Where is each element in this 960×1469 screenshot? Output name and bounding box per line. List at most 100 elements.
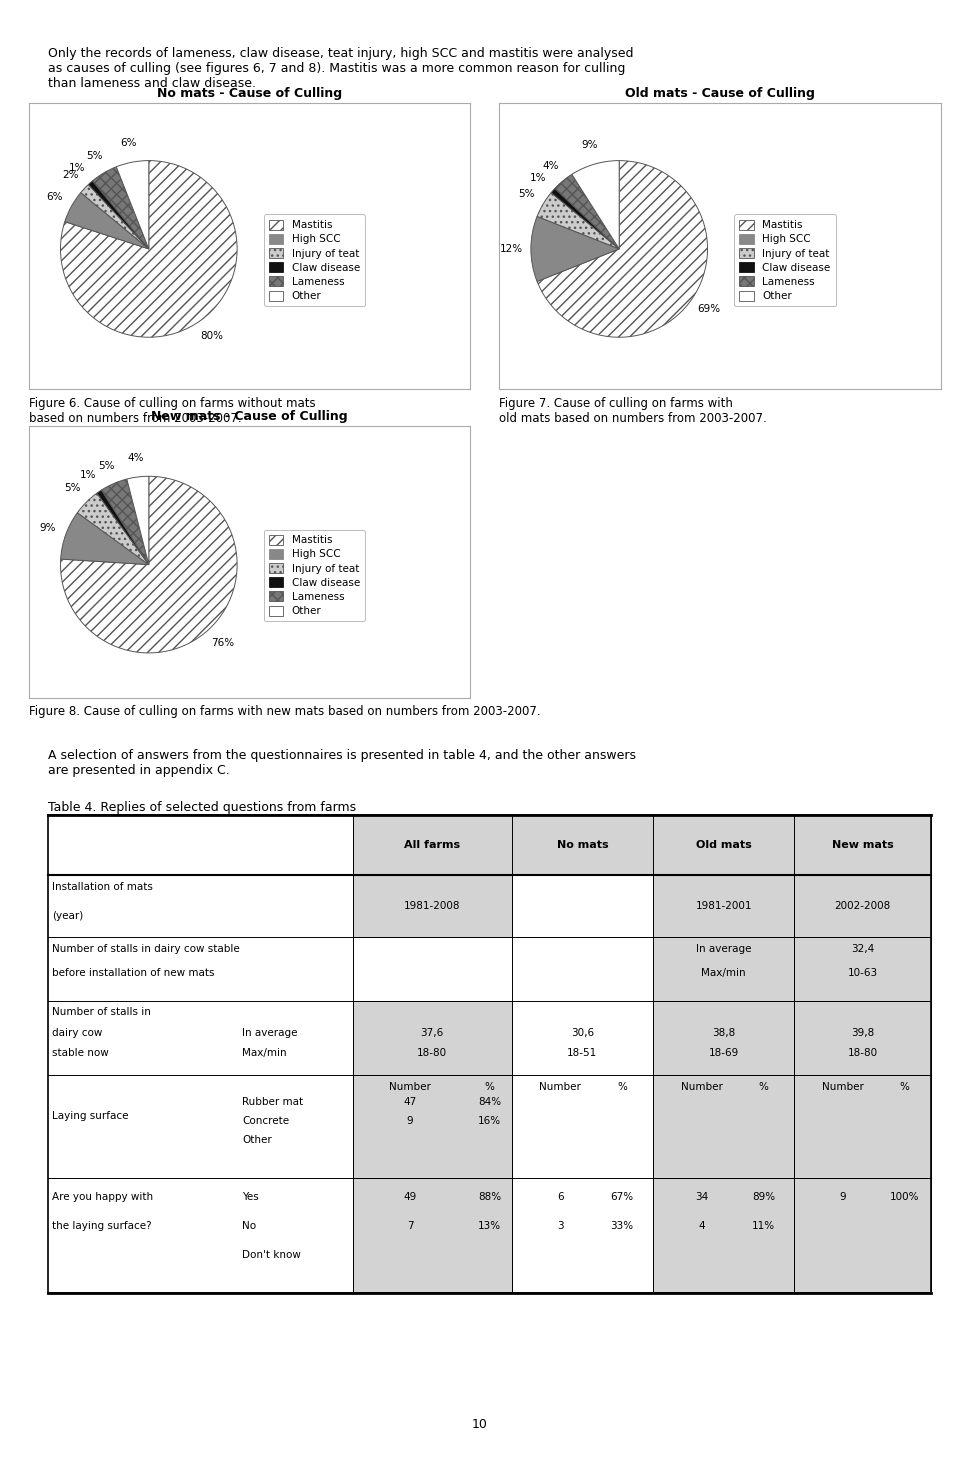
- Text: Max/min: Max/min: [242, 1047, 287, 1058]
- Text: Number: Number: [822, 1083, 864, 1093]
- Wedge shape: [60, 476, 237, 652]
- Text: 34: 34: [695, 1193, 708, 1202]
- Text: 3: 3: [557, 1221, 564, 1231]
- Bar: [794, 1002, 931, 1075]
- Text: Other: Other: [242, 1136, 272, 1144]
- Bar: [794, 876, 931, 937]
- Text: 9: 9: [840, 1193, 846, 1202]
- Text: 4%: 4%: [542, 162, 559, 170]
- Wedge shape: [60, 513, 149, 564]
- Text: before installation of new mats: before installation of new mats: [53, 968, 215, 978]
- Wedge shape: [92, 167, 149, 248]
- Text: 69%: 69%: [697, 304, 720, 314]
- Text: 11%: 11%: [752, 1221, 775, 1231]
- Text: 2%: 2%: [62, 170, 79, 181]
- Text: 10-63: 10-63: [848, 968, 877, 978]
- Text: 12%: 12%: [500, 244, 523, 254]
- Text: 6%: 6%: [120, 138, 137, 148]
- Bar: [653, 1178, 794, 1293]
- Text: 18-80: 18-80: [848, 1047, 877, 1058]
- Text: 1%: 1%: [69, 163, 85, 173]
- Wedge shape: [555, 175, 619, 248]
- Title: New mats - Cause of Culling: New mats - Cause of Culling: [152, 410, 348, 423]
- Text: 5%: 5%: [98, 461, 114, 470]
- Text: 6: 6: [557, 1193, 564, 1202]
- Text: %: %: [485, 1083, 494, 1093]
- Wedge shape: [97, 491, 149, 564]
- Text: 1%: 1%: [80, 470, 97, 480]
- Text: 6%: 6%: [46, 192, 62, 203]
- Text: 7: 7: [407, 1221, 414, 1231]
- Text: 84%: 84%: [478, 1097, 501, 1106]
- Text: 5%: 5%: [518, 190, 535, 200]
- Text: 37,6: 37,6: [420, 1027, 444, 1037]
- Text: Don't know: Don't know: [242, 1250, 301, 1259]
- Text: Number: Number: [389, 1083, 431, 1093]
- Text: 5%: 5%: [64, 483, 81, 494]
- Text: 9: 9: [407, 1116, 414, 1125]
- Text: Number: Number: [540, 1083, 581, 1093]
- Text: No mats: No mats: [557, 840, 608, 851]
- Wedge shape: [60, 160, 237, 338]
- Text: %: %: [617, 1083, 627, 1093]
- Text: New mats: New mats: [832, 840, 894, 851]
- Text: 1981-2008: 1981-2008: [404, 900, 461, 911]
- Text: Table 4. Replies of selected questions from farms: Table 4. Replies of selected questions f…: [48, 801, 356, 814]
- Text: Number of stalls in dairy cow stable: Number of stalls in dairy cow stable: [53, 945, 240, 953]
- Text: Rubber mat: Rubber mat: [242, 1097, 303, 1106]
- Text: 39,8: 39,8: [852, 1027, 875, 1037]
- Wedge shape: [531, 216, 619, 282]
- Bar: [653, 1002, 794, 1075]
- Wedge shape: [551, 188, 619, 248]
- Text: 4: 4: [698, 1221, 705, 1231]
- Text: (year): (year): [53, 911, 84, 921]
- Text: 89%: 89%: [752, 1193, 775, 1202]
- Wedge shape: [88, 181, 149, 248]
- Legend: Mastitis, High SCC, Injury of teat, Claw disease, Lameness, Other: Mastitis, High SCC, Injury of teat, Claw…: [734, 214, 835, 307]
- Wedge shape: [65, 192, 149, 248]
- Bar: [794, 1075, 931, 1178]
- Text: 67%: 67%: [611, 1193, 634, 1202]
- Bar: [653, 876, 794, 937]
- Text: 33%: 33%: [611, 1221, 634, 1231]
- Text: Yes: Yes: [242, 1193, 259, 1202]
- Text: 9%: 9%: [581, 141, 597, 150]
- Wedge shape: [537, 160, 708, 338]
- Text: 16%: 16%: [478, 1116, 501, 1125]
- Text: 49: 49: [403, 1193, 417, 1202]
- Wedge shape: [78, 494, 149, 564]
- Text: 13%: 13%: [478, 1221, 501, 1231]
- Bar: [512, 876, 653, 937]
- Text: Figure 8. Cause of culling on farms with new mats based on numbers from 2003-200: Figure 8. Cause of culling on farms with…: [29, 705, 540, 718]
- Text: %: %: [900, 1083, 910, 1093]
- Text: All farms: All farms: [404, 840, 460, 851]
- Text: 80%: 80%: [201, 331, 224, 341]
- Text: 4%: 4%: [127, 452, 144, 463]
- Bar: [352, 1002, 512, 1075]
- Bar: [653, 1075, 794, 1178]
- Text: Figure 7. Cause of culling on farms with
old mats based on numbers from 2003-200: Figure 7. Cause of culling on farms with…: [499, 397, 767, 425]
- Text: 10: 10: [472, 1419, 488, 1431]
- Bar: [352, 1075, 512, 1178]
- Text: 18-69: 18-69: [708, 1047, 739, 1058]
- Text: In average: In average: [242, 1027, 298, 1037]
- Text: In average: In average: [696, 945, 752, 953]
- Text: 9%: 9%: [39, 523, 56, 533]
- Bar: [653, 937, 794, 1002]
- Wedge shape: [116, 160, 149, 248]
- Text: 47: 47: [403, 1097, 417, 1106]
- Text: dairy cow: dairy cow: [53, 1027, 103, 1037]
- Text: Only the records of lameness, claw disease, teat injury, high SCC and mastitis w: Only the records of lameness, claw disea…: [48, 47, 634, 90]
- Text: Concrete: Concrete: [242, 1116, 289, 1125]
- Wedge shape: [81, 185, 149, 248]
- Wedge shape: [127, 476, 149, 564]
- Legend: Mastitis, High SCC, Injury of teat, Claw disease, Lameness, Other: Mastitis, High SCC, Injury of teat, Claw…: [264, 214, 365, 307]
- Wedge shape: [572, 160, 619, 248]
- Text: 30,6: 30,6: [571, 1027, 594, 1037]
- Bar: [352, 1178, 512, 1293]
- Text: 2002-2008: 2002-2008: [834, 900, 891, 911]
- Text: 1%: 1%: [530, 173, 546, 182]
- Text: 18-51: 18-51: [567, 1047, 597, 1058]
- Bar: [794, 937, 931, 1002]
- Text: Laying surface: Laying surface: [53, 1111, 129, 1121]
